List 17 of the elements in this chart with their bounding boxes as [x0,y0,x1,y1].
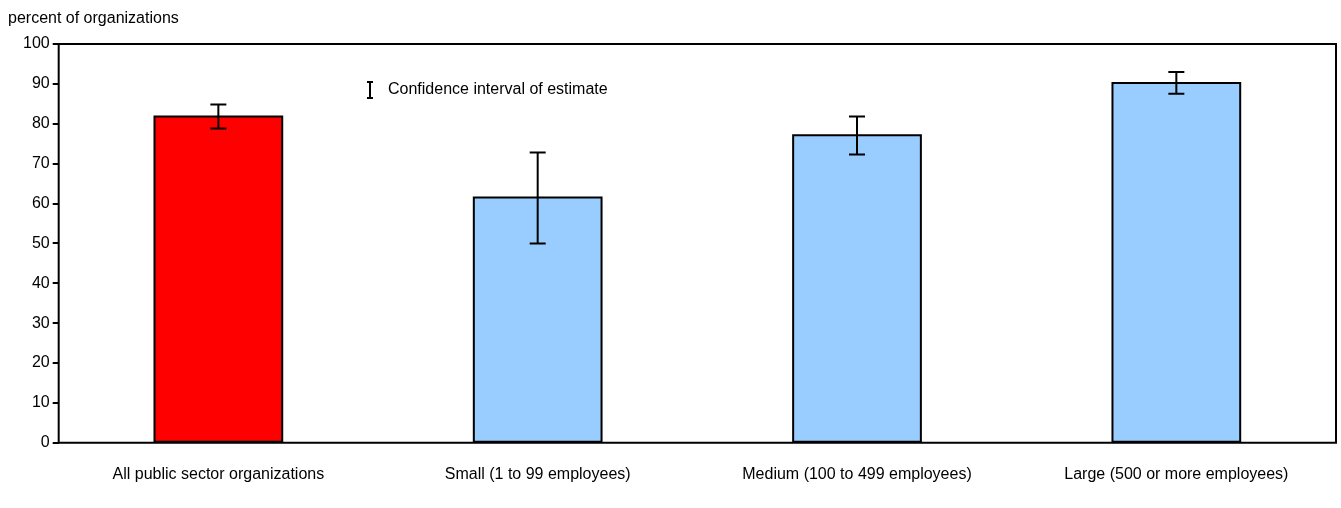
annotation: Confidence interval of estimate [388,80,608,98]
x-tick-label: Large (500 or more employees) [1064,464,1289,482]
y-tick-label: 90 [31,74,50,92]
y-tick-label: 0 [40,433,50,451]
y-axis-title: percent of organizations [8,9,179,27]
y-tick-label: 100 [22,34,50,52]
x-tick-label: All public sector organizations [112,464,325,482]
y-tick-label: 80 [31,114,50,132]
y-tick-label: 50 [31,233,50,251]
y-tick-label: 20 [31,353,50,371]
y-tick-label: 10 [31,393,50,411]
x-tick-label: Small (1 to 99 employees) [444,464,631,482]
x-tick-label: Medium (100 to 499 employees) [742,464,972,482]
y-tick-label: 70 [31,154,50,172]
y-tick-label: 40 [31,273,50,291]
y-tick-label: 60 [31,193,50,211]
y-tick-label: 30 [31,313,50,331]
